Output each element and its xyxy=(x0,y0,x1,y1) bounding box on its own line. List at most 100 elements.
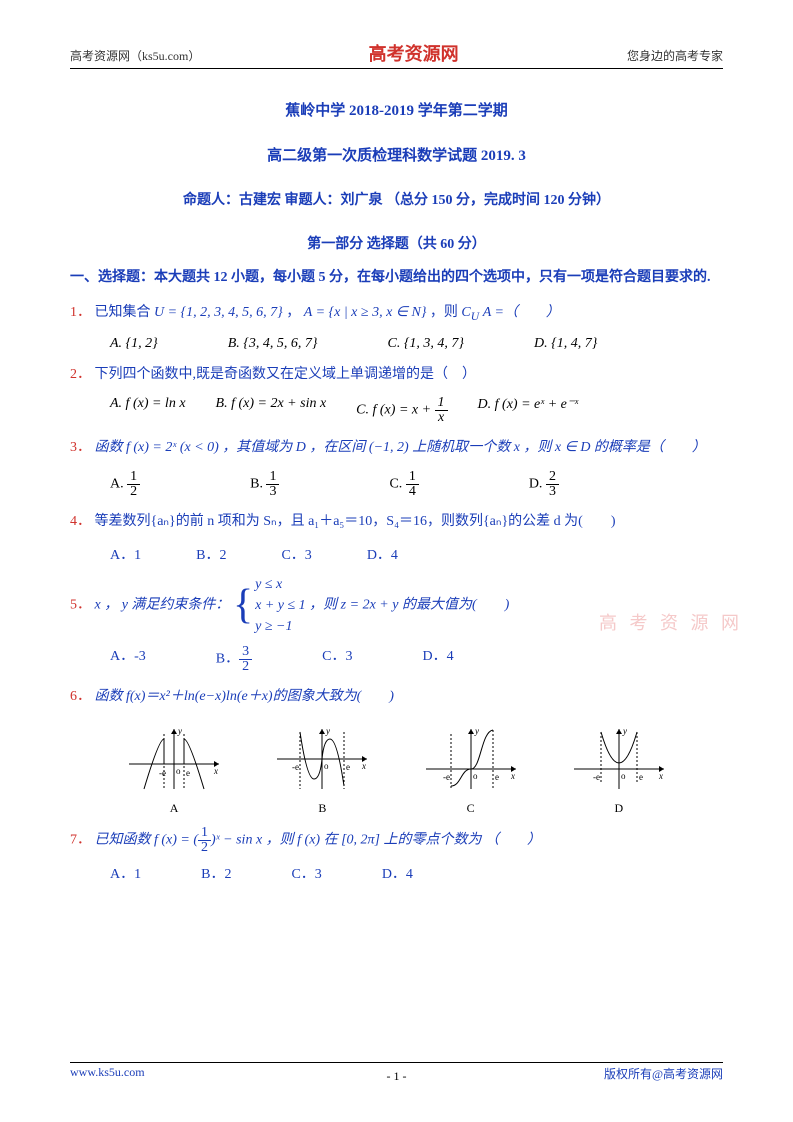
header-left: 高考资源网（ks5u.com） xyxy=(70,47,200,64)
svg-text:o: o xyxy=(324,761,329,771)
svg-text:y: y xyxy=(622,726,627,736)
q4-opt-a: A．1 xyxy=(110,544,141,564)
q3-options: A. 12 B. 13 C. 14 D. 23 xyxy=(70,470,723,499)
watermark: 高 考 资 源 网 xyxy=(599,606,743,640)
q7-number: 7． xyxy=(70,833,91,848)
q5-sys-l2: x + y ≤ 1 xyxy=(255,598,306,613)
q1-opt-c: C. {1, 3, 4, 7} xyxy=(388,336,465,352)
q1-set-a: A = {x | x ≥ 3, x ∈ N} xyxy=(304,305,427,320)
svg-text:e: e xyxy=(186,768,190,778)
question-4: 4． 等差数列{aₙ}的前 n 项和为 Sₙ，且 a₁＋a₅＝10，S₄＝16，… xyxy=(70,509,723,536)
q2-number: 2． xyxy=(70,367,91,382)
question-3: 3． 函数 f (x) = 2ˣ (x < 0) ，其值域为 D ，在区间 (−… xyxy=(70,435,723,462)
svg-text:o: o xyxy=(621,771,626,781)
svg-text:-e: -e xyxy=(593,772,600,782)
q1-opt-a: A. {1, 2} xyxy=(110,336,158,352)
q3-number: 3． xyxy=(70,440,91,455)
q4-opt-c: C．3 xyxy=(281,544,311,564)
q7-text-after: )ˣ − sin x ，则 f (x) 在 [0, 2π] 上的零点个数为 （ … xyxy=(211,833,541,848)
q1-text-before: 已知集合 xyxy=(95,305,155,320)
svg-text:-e: -e xyxy=(159,768,166,778)
q5-sys-l3: y ≥ −1 xyxy=(255,619,292,634)
footer-page: - 1 - xyxy=(70,1069,723,1084)
q4-opt-b: B．2 xyxy=(196,544,226,564)
svg-text:o: o xyxy=(473,771,478,781)
svg-text:y: y xyxy=(325,726,330,736)
q7-opt-d: D．4 xyxy=(382,863,413,883)
q3-opt-b: B. 13 xyxy=(250,470,279,499)
q5-number: 5． xyxy=(70,597,91,612)
graph-b-svg: -e e o x y xyxy=(272,724,372,794)
q5-sys-l1: y ≤ x xyxy=(255,577,282,592)
q1-blank: A =（ ） xyxy=(483,305,560,320)
q2-opt-b: B. f (x) = 2x + sin x xyxy=(216,396,327,425)
q6-graph-d: -e e o x y D xyxy=(569,724,669,816)
q7-options: A．1 B．2 C．3 D．4 xyxy=(70,863,723,883)
q1-opt-d: D. {1, 4, 7} xyxy=(534,336,597,352)
q5-opt-b: B．32 xyxy=(216,645,252,674)
question-6: 6． 函数 f(x)＝x²＋ln(e−x)ln(e＋x)的图象大致为( ) xyxy=(70,684,723,711)
q4-text: 等差数列{aₙ}的前 n 项和为 Sₙ，且 a₁＋a₅＝10，S₄＝16，则数列… xyxy=(95,514,616,529)
q2-opt-a: A. f (x) = ln x xyxy=(110,396,186,425)
svg-text:-e: -e xyxy=(443,772,450,782)
q2-text: 下列四个函数中,既是奇函数又在定义域上单调递增的是（ ） xyxy=(95,367,477,382)
graph-b-label: B xyxy=(272,801,372,816)
question-5: 5． x ， y 满足约束条件： { y ≤ x x + y ≤ 1 y ≥ −… xyxy=(70,574,723,637)
question-7: 7． 已知函数 f (x) = (12)ˣ − sin x ，则 f (x) 在… xyxy=(70,826,723,855)
q5-options: A．-3 B．32 C．3 D．4 xyxy=(70,645,723,674)
graph-c-svg: -e e o x y xyxy=(421,724,521,794)
q1-opt-b: B. {3, 4, 5, 6, 7} xyxy=(228,336,318,352)
q1-number: 1． xyxy=(70,305,91,320)
q7-opt-c: C．3 xyxy=(291,863,321,883)
q7-opt-b: B．2 xyxy=(201,863,231,883)
title-main: 蕉岭中学 2018-2019 学年第二学期 xyxy=(70,99,723,120)
graph-a-svg: -ee oxy xyxy=(124,724,224,794)
svg-text:-e: -e xyxy=(292,762,299,772)
q2-opt-c: C. f (x) = x + 1x xyxy=(356,396,447,425)
svg-text:e: e xyxy=(495,772,499,782)
svg-text:x: x xyxy=(213,766,218,776)
q4-number: 4． xyxy=(70,514,91,529)
section-instructions: 一、选择题：本大题共 12 小题，每小题 5 分，在每小题给出的四个选项中，只有… xyxy=(70,263,723,294)
q4-options: A．1 B．2 C．3 D．4 xyxy=(70,544,723,564)
svg-text:e: e xyxy=(639,772,643,782)
svg-text:x: x xyxy=(510,771,515,781)
q3-opt-c: C. 14 xyxy=(389,470,418,499)
svg-text:e: e xyxy=(346,762,350,772)
svg-text:y: y xyxy=(474,726,479,736)
q5-opt-a: A．-3 xyxy=(110,645,146,674)
question-2: 2． 下列四个函数中,既是奇函数又在定义域上单调递增的是（ ） xyxy=(70,362,723,389)
q6-graphs: -e e o x y A -e e o x y B -e e o x y C xyxy=(70,718,723,820)
q1-sep: ， xyxy=(286,305,304,320)
page-footer: www.ks5u.com - 1 - 版权所有@高考资源网 xyxy=(70,1062,723,1082)
header-center-logo: 高考资源网 xyxy=(369,40,459,66)
svg-text:x: x xyxy=(361,761,366,771)
q7-text-before: 已知函数 f (x) = ( xyxy=(95,833,199,848)
q5-text-before: x ， y 满足约束条件： xyxy=(95,597,230,612)
graph-c-label: C xyxy=(421,801,521,816)
graph-d-label: D xyxy=(569,801,669,816)
q5-text-after: ，则 z = 2x + y 的最大值为( ) xyxy=(309,597,509,612)
title-info: 命题人：古建宏 审题人：刘广泉 （总分 150 分，完成时间 120 分钟） xyxy=(70,189,723,209)
q6-graph-a: -ee oxy A xyxy=(124,724,224,816)
q6-number: 6． xyxy=(70,689,91,704)
svg-text:y: y xyxy=(177,726,182,736)
q7-opt-a: A．1 xyxy=(110,863,141,883)
graph-a-label: A xyxy=(124,801,224,816)
q5-opt-d: D．4 xyxy=(422,645,453,674)
q2-options: A. f (x) = ln x B. f (x) = 2x + sin x C.… xyxy=(70,396,723,425)
q6-graph-c: -e e o x y C xyxy=(421,724,521,816)
q1-set-u: U = {1, 2, 3, 4, 5, 6, 7} xyxy=(154,305,283,320)
q6-graph-b: -e e o x y B xyxy=(272,724,372,816)
svg-text:x: x xyxy=(658,771,663,781)
q5-opt-c: C．3 xyxy=(322,645,352,674)
q1-options: A. {1, 2} B. {3, 4, 5, 6, 7} C. {1, 3, 4… xyxy=(70,336,723,352)
q2-opt-d: D. f (x) = eˣ + e⁻ˣ xyxy=(478,396,579,425)
q3-opt-d: D. 23 xyxy=(529,470,559,499)
q3-opt-a: A. 12 xyxy=(110,470,140,499)
q4-opt-d: D．4 xyxy=(367,544,398,564)
section-title: 第一部分 选择题（共 60 分） xyxy=(70,233,723,253)
graph-d-svg: -e e o x y xyxy=(569,724,669,794)
question-1: 1． 已知集合 U = {1, 2, 3, 4, 5, 6, 7} ， A = … xyxy=(70,300,723,328)
q3-text: 函数 f (x) = 2ˣ (x < 0) ，其值域为 D ，在区间 (−1, … xyxy=(95,440,706,455)
